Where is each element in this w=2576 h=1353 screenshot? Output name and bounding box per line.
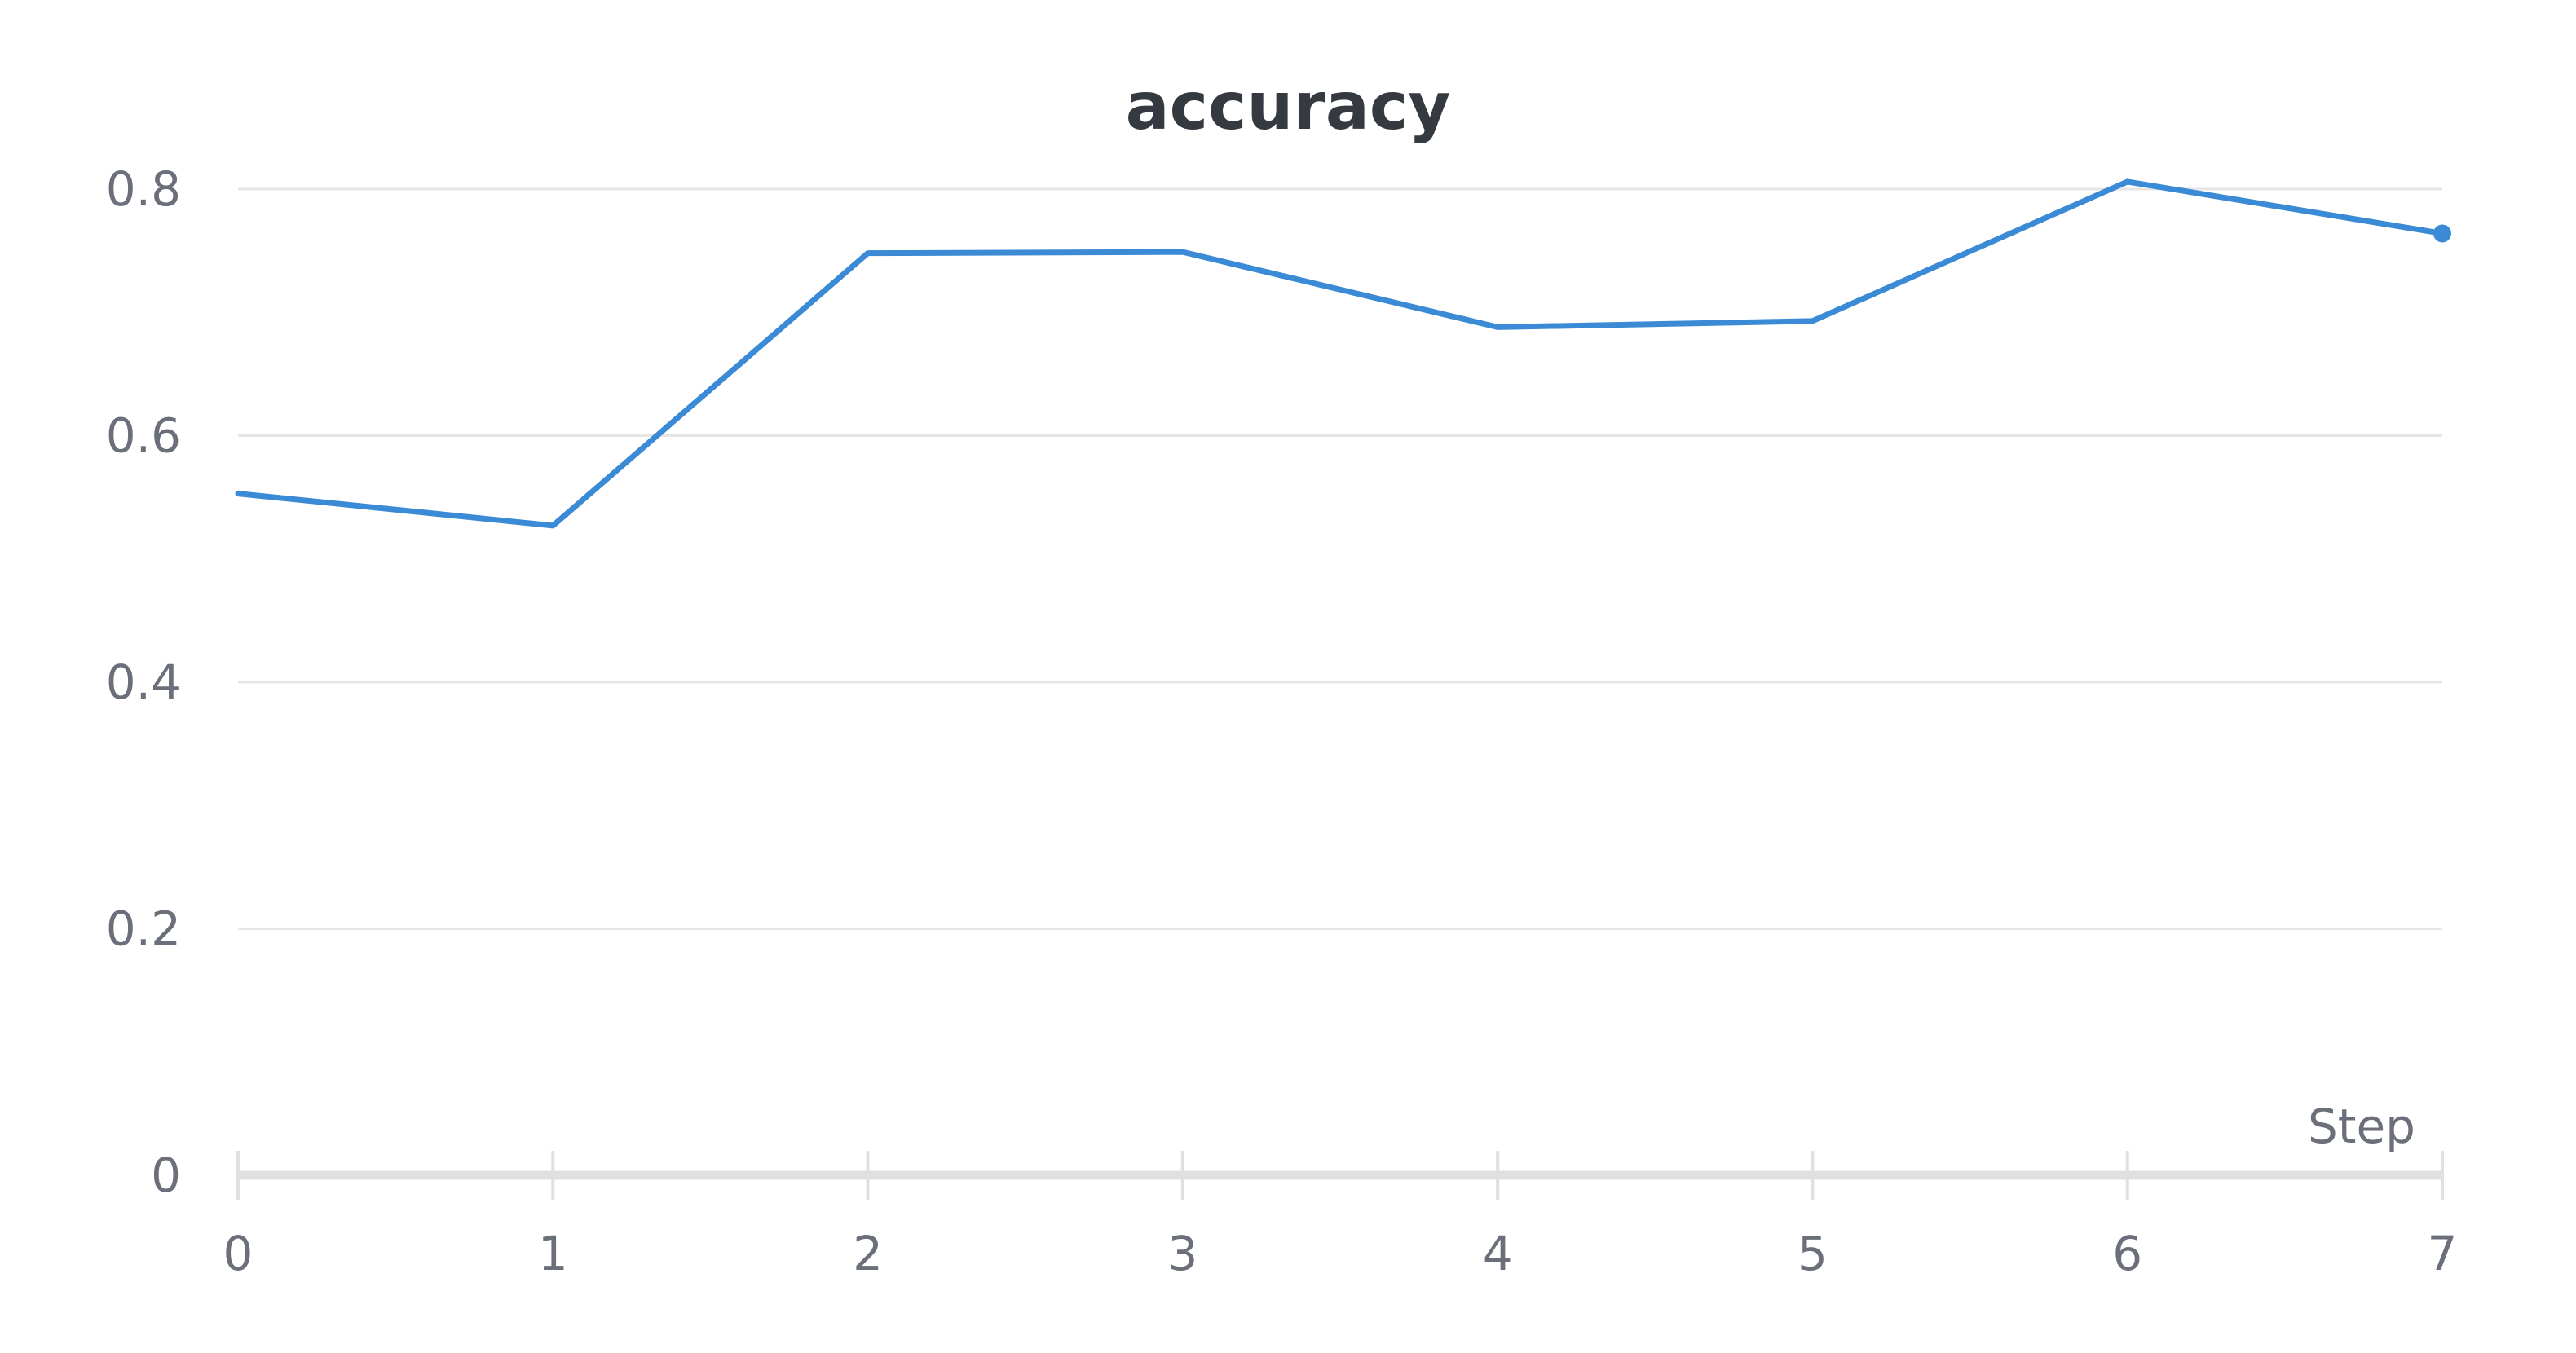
x-tick-label-7: 7 xyxy=(2428,1226,2458,1281)
x-tick-label-2: 2 xyxy=(853,1226,883,1281)
y-tick-label-0: 0 xyxy=(151,1148,181,1203)
chart-title: accuracy xyxy=(1126,68,1451,144)
series-line-0 xyxy=(235,178,2446,529)
y-axis-ticks: 0 0.2 0.4 0.6 0.8 xyxy=(106,161,181,1203)
x-tick-label-0: 0 xyxy=(223,1226,254,1281)
y-tick-label-2: 0.4 xyxy=(106,654,181,710)
x-axis-label: Step xyxy=(2308,1099,2415,1154)
x-tick-label-3: 3 xyxy=(1167,1226,1198,1281)
x-tick-label-1: 1 xyxy=(538,1226,568,1281)
x-axis-ticks: 0 1 2 3 4 5 6 7 xyxy=(223,1226,2458,1281)
y-tick-label-3: 0.6 xyxy=(106,408,181,464)
y-tick-label-4: 0.8 xyxy=(106,161,181,217)
x-tick-label-6: 6 xyxy=(2112,1226,2142,1281)
y-tick-label-1: 0.2 xyxy=(106,901,181,957)
x-tick-label-4: 4 xyxy=(1483,1226,1513,1281)
x-axis xyxy=(236,1151,2444,1200)
data-point-7 xyxy=(2433,224,2451,243)
x-tick-label-5: 5 xyxy=(1797,1226,1828,1281)
gridlines xyxy=(238,187,2442,930)
series-layer xyxy=(235,178,2451,529)
